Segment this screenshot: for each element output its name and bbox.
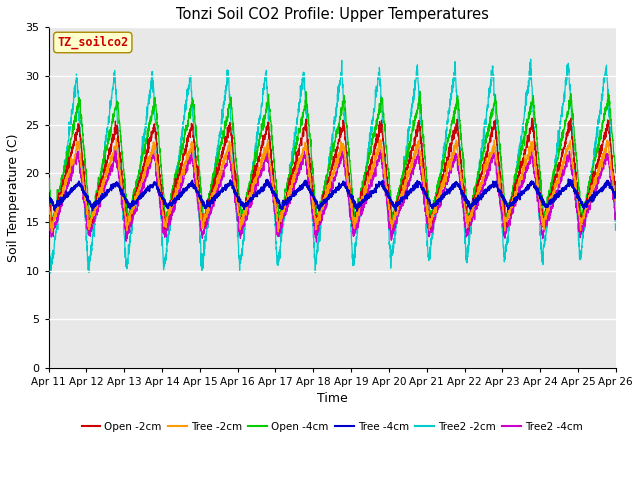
Text: TZ_soilco2: TZ_soilco2 xyxy=(57,36,129,49)
X-axis label: Time: Time xyxy=(317,393,348,406)
Y-axis label: Soil Temperature (C): Soil Temperature (C) xyxy=(7,133,20,262)
Title: Tonzi Soil CO2 Profile: Upper Temperatures: Tonzi Soil CO2 Profile: Upper Temperatur… xyxy=(176,7,488,22)
Legend: Open -2cm, Tree -2cm, Open -4cm, Tree -4cm, Tree2 -2cm, Tree2 -4cm: Open -2cm, Tree -2cm, Open -4cm, Tree -4… xyxy=(77,417,587,436)
